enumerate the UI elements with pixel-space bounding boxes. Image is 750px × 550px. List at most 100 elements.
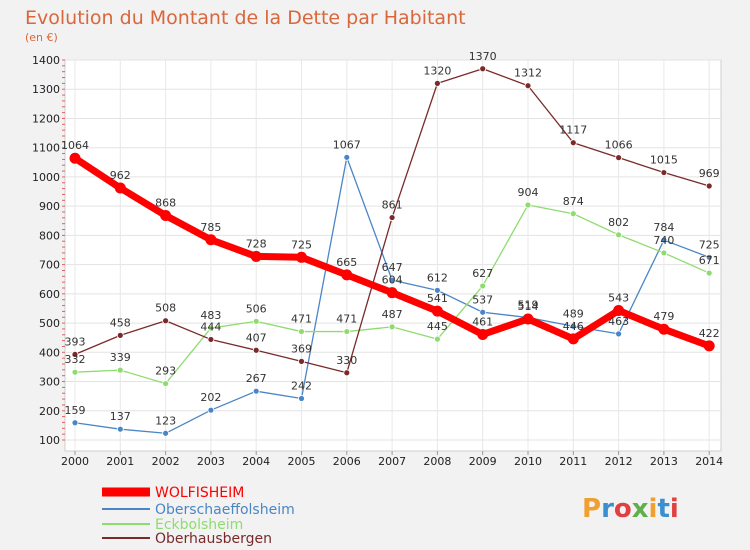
data-label: 330	[336, 354, 357, 367]
data-label: 483	[200, 309, 221, 322]
data-label: 728	[246, 237, 267, 250]
data-label: 1067	[333, 138, 361, 151]
data-label: 471	[336, 313, 357, 326]
data-label: 506	[246, 302, 267, 315]
data-point	[160, 210, 172, 222]
data-point	[522, 313, 534, 325]
data-label: 369	[291, 342, 312, 355]
data-label: 267	[246, 372, 267, 385]
data-label: 393	[65, 335, 86, 348]
data-point	[343, 369, 351, 377]
data-label: 962	[110, 169, 131, 182]
data-point	[162, 380, 170, 387]
series	[69, 65, 715, 437]
data-point	[433, 286, 441, 294]
data-point	[162, 429, 170, 437]
data-label: 339	[110, 351, 131, 364]
data-point	[298, 395, 305, 402]
data-point	[660, 236, 668, 244]
data-label: 665	[336, 256, 357, 269]
data-point	[479, 282, 487, 290]
data-label: 725	[699, 238, 720, 251]
data-label: 627	[472, 267, 493, 280]
x-tick-label: 2009	[469, 455, 497, 468]
data-label: 332	[65, 353, 86, 366]
data-label: 123	[155, 414, 176, 427]
data-point	[388, 276, 396, 284]
data-point	[69, 152, 81, 164]
data-label: 537	[472, 293, 493, 306]
data-point	[386, 287, 398, 299]
y-tick-label: 600	[39, 288, 60, 301]
data-label: 458	[110, 316, 131, 329]
data-point	[298, 328, 305, 335]
data-point	[658, 323, 670, 335]
axes: 100 200 300 400 500 600 700 800 900 1000 1100 1200 1…	[32, 54, 723, 468]
y-tick-label: 1200	[32, 112, 60, 125]
data-point	[569, 210, 577, 218]
data-point	[567, 333, 579, 345]
data-label: 1117	[559, 124, 587, 137]
data-label: 543	[608, 292, 629, 305]
data-point	[479, 65, 487, 73]
legend-entry: Oberschaeffolsheim	[155, 502, 295, 518]
data-label: 293	[155, 365, 176, 378]
data-label: 612	[427, 271, 448, 284]
data-label: 604	[382, 274, 403, 287]
x-tick-label: 2000	[61, 455, 89, 468]
data-point	[250, 250, 262, 262]
legend-entry: WOLFISHEIM	[155, 485, 244, 501]
data-label: 784	[653, 221, 674, 234]
x-tick-label: 2007	[378, 455, 406, 468]
data-point	[524, 82, 532, 90]
data-label: 969	[699, 167, 720, 180]
data-label: 874	[563, 195, 584, 208]
y-tick-label: 1100	[32, 142, 60, 155]
data-point	[252, 317, 260, 325]
x-tick-label: 2010	[514, 455, 542, 468]
x-tick-label: 2001	[106, 455, 134, 468]
x-tick-label: 2004	[242, 455, 270, 468]
x-tick-label: 2008	[423, 455, 451, 468]
data-label: 445	[427, 320, 448, 333]
data-label: 514	[518, 300, 539, 313]
data-label: 1320	[423, 64, 451, 77]
data-point	[341, 269, 353, 281]
x-tick-label: 2013	[650, 455, 678, 468]
data-point	[116, 366, 124, 374]
data-point	[71, 368, 79, 376]
y-tick-label: 400	[39, 346, 60, 359]
data-point	[703, 340, 715, 352]
data-label: 202	[200, 391, 221, 404]
data-point	[207, 336, 215, 343]
data-label: 671	[699, 254, 720, 267]
data-label: 422	[699, 327, 720, 340]
x-tick-label: 2014	[695, 455, 723, 468]
data-point	[252, 346, 260, 354]
data-point	[343, 153, 351, 161]
logo-letter: o	[614, 494, 632, 524]
data-point	[615, 330, 622, 338]
data-point	[71, 350, 79, 358]
y-tick-label: 1300	[32, 83, 60, 96]
data-label: 137	[110, 410, 131, 423]
data-label: 647	[382, 261, 403, 274]
y-tick-label: 300	[39, 376, 60, 389]
y-tick-label: 100	[39, 434, 60, 447]
data-point	[660, 249, 668, 257]
data-label: 463	[608, 315, 629, 328]
y-tick-label: 1000	[32, 171, 60, 184]
data-label: 725	[291, 238, 312, 251]
plot-area	[64, 59, 722, 452]
data-label: 1066	[605, 139, 633, 152]
data-label: 159	[65, 404, 86, 417]
data-point	[116, 425, 124, 433]
logo-letter: t	[657, 494, 669, 524]
data-label: 489	[563, 307, 584, 320]
data-label: 1015	[650, 154, 678, 167]
data-point	[524, 201, 532, 209]
data-label: 861	[382, 199, 403, 212]
data-label: 868	[155, 197, 176, 210]
